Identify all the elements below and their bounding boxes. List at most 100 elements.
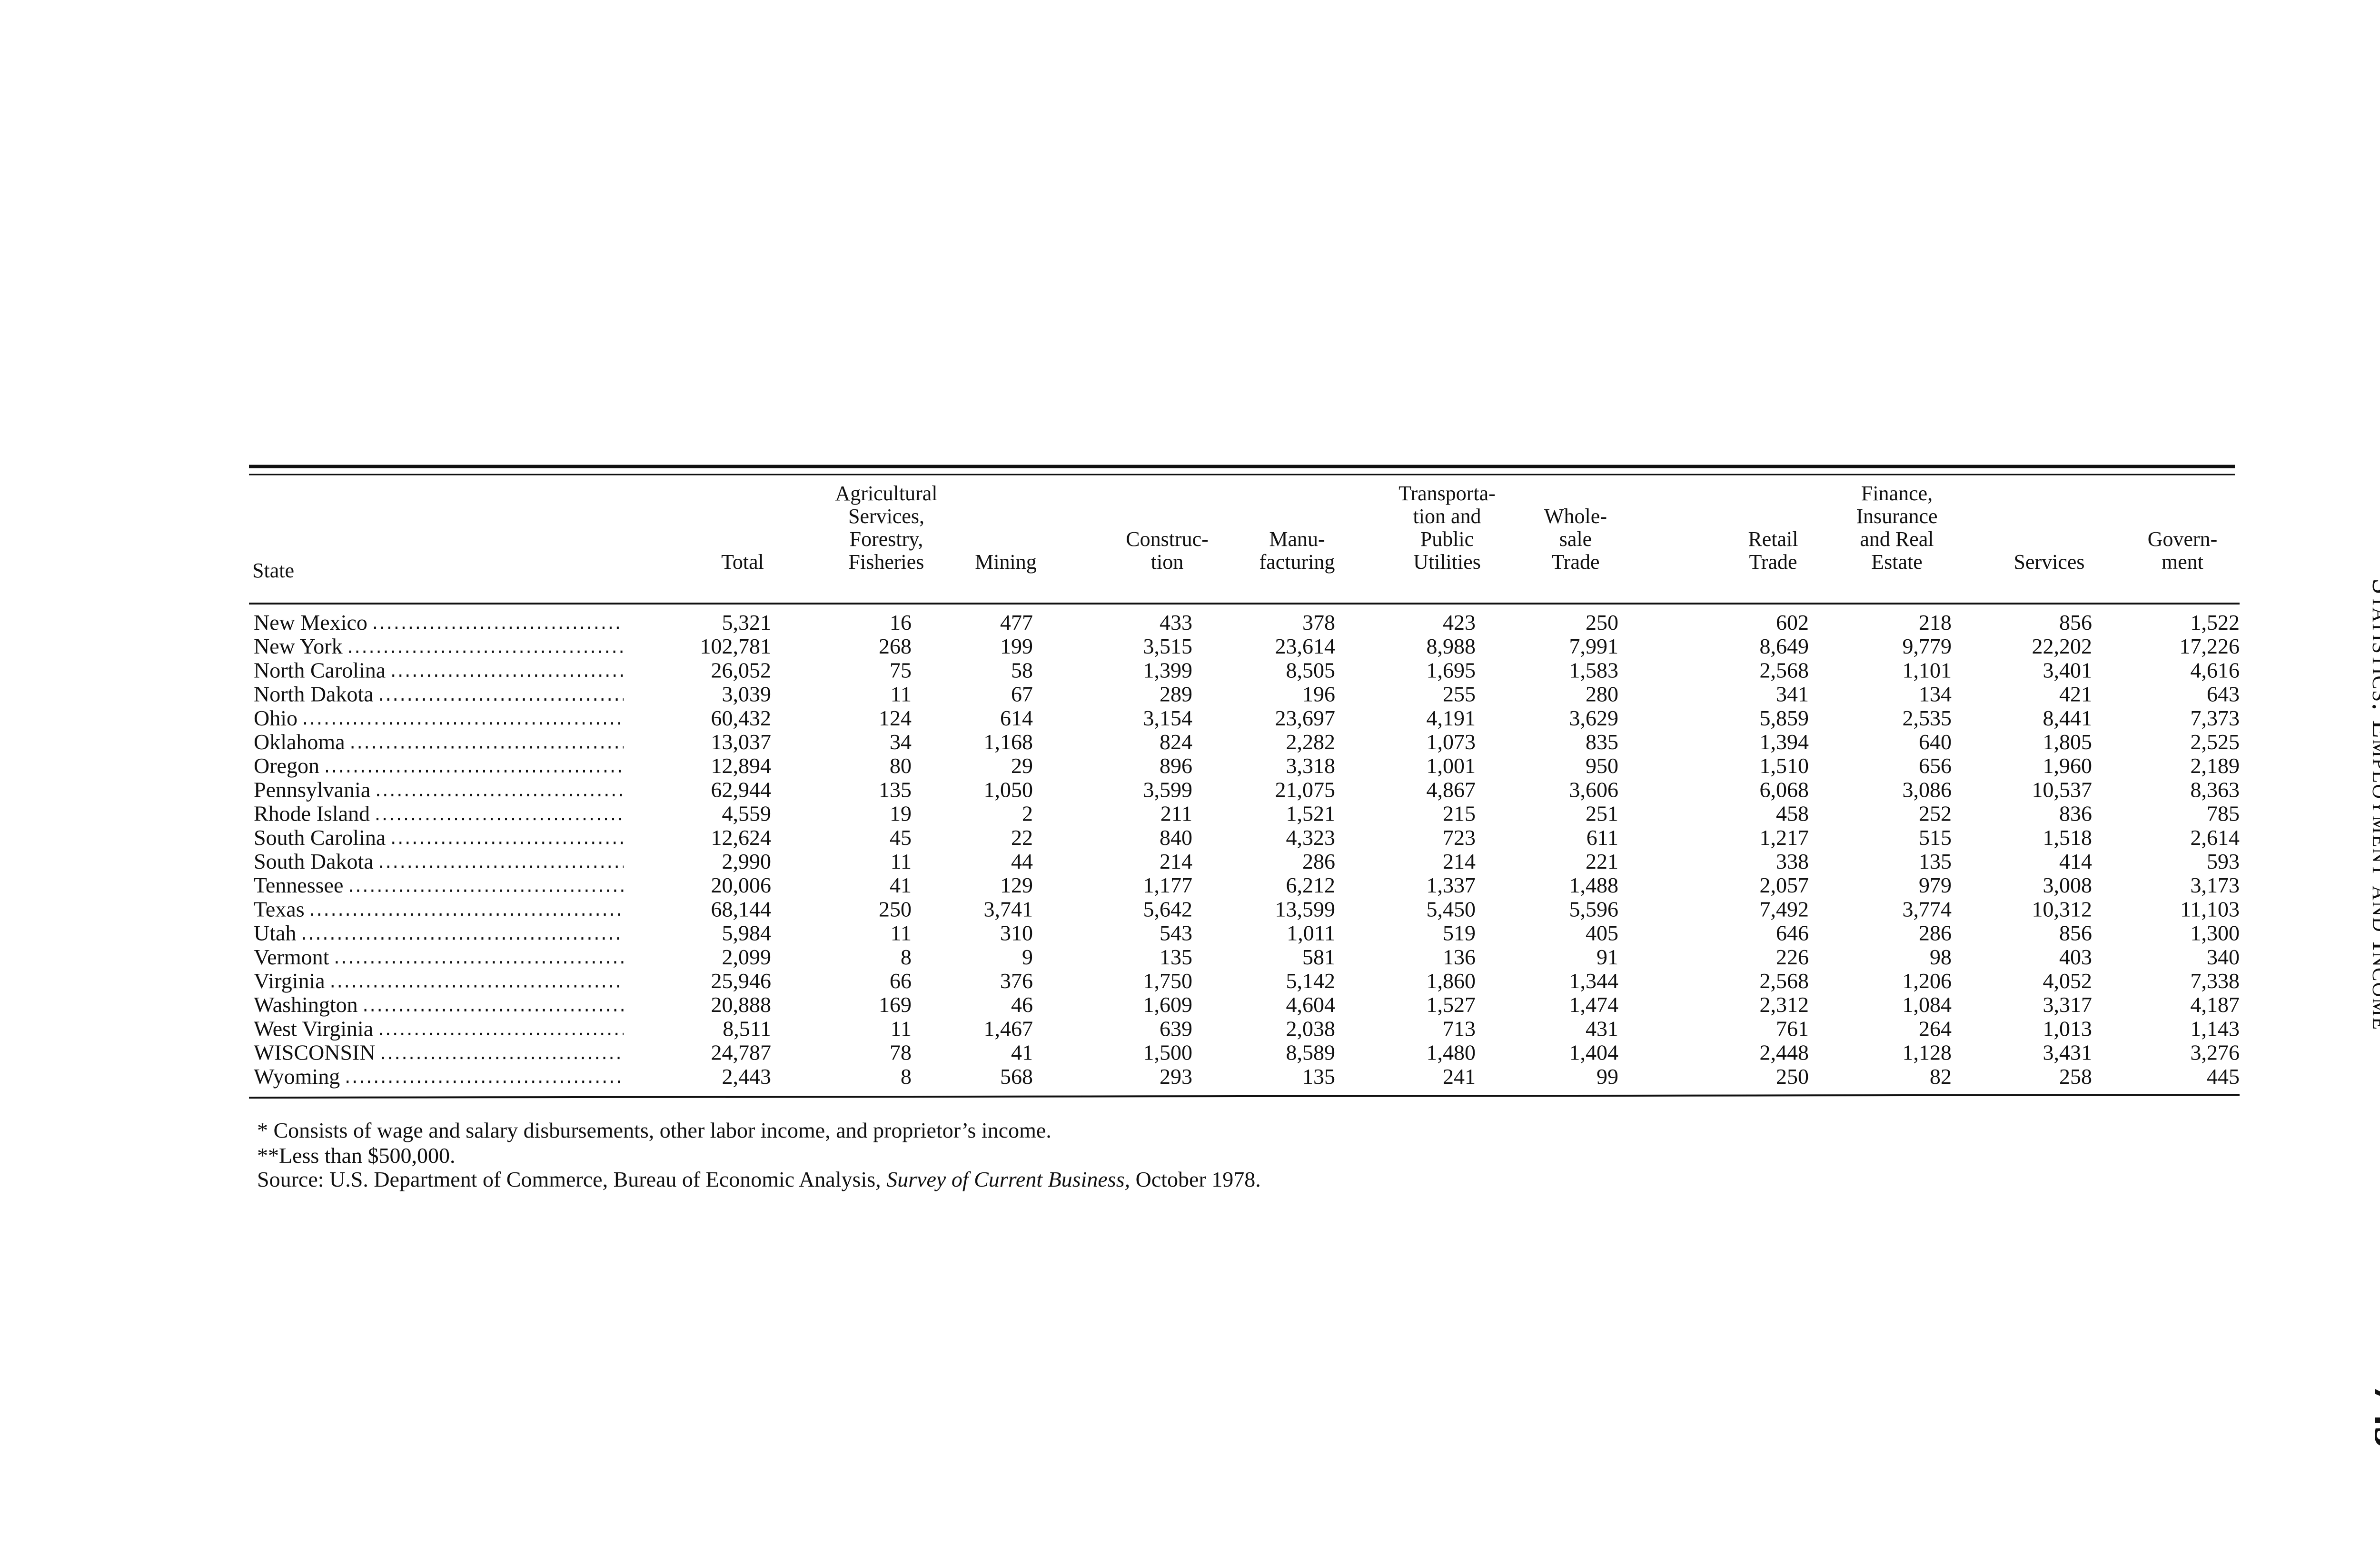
table-cell: 23,614 xyxy=(1275,634,1336,658)
table-cell: 250 xyxy=(1586,610,1618,634)
state-name: Utah xyxy=(254,921,296,945)
table-cell: 1,394 xyxy=(1760,730,1809,754)
table-cell: 1,217 xyxy=(1760,825,1809,850)
column-header: Manu- xyxy=(1269,527,1325,551)
table-cell: 3,318 xyxy=(1286,753,1336,778)
table-cell: 1,013 xyxy=(2043,1016,2092,1041)
table-cell: 135 xyxy=(1160,945,1192,969)
table-cell: 2,312 xyxy=(1760,992,1809,1017)
table-cell: 1,522 xyxy=(2191,610,2240,634)
column-header: Forestry, xyxy=(850,527,923,551)
source-prefix: Source: U.S. Department of Commerce, Bur… xyxy=(257,1167,886,1191)
table-cell: 250 xyxy=(1776,1064,1809,1089)
table-cell: 19 xyxy=(890,802,912,826)
table-cell: 376 xyxy=(1000,969,1033,993)
table-cell: 519 xyxy=(1443,921,1476,945)
table-cell: 840 xyxy=(1160,825,1192,850)
table-cell: 856 xyxy=(2059,610,2092,634)
state-name: Tennessee xyxy=(254,873,343,897)
footnote: **Less than $500,000. xyxy=(257,1143,456,1168)
column-header: ment xyxy=(2162,550,2203,574)
table-cell: 215 xyxy=(1443,802,1476,826)
source-suffix: October 1978. xyxy=(1130,1167,1261,1191)
table-cell: 8 xyxy=(901,945,912,969)
table-cell: 8 xyxy=(901,1064,912,1089)
table-cell: 2,282 xyxy=(1286,730,1336,754)
table-cell: 2,990 xyxy=(722,849,772,873)
table-cell: 614 xyxy=(1000,706,1033,730)
table-cell: 135 xyxy=(1302,1064,1335,1089)
table-cell: 11 xyxy=(891,921,912,945)
table-cell: 5,642 xyxy=(1143,897,1193,921)
table-cell: 4,052 xyxy=(2043,969,2092,993)
table-cell: 1,527 xyxy=(1427,992,1476,1017)
table-cell: 1,128 xyxy=(1903,1041,1952,1065)
table-cell: 593 xyxy=(2207,849,2240,873)
table-cell: 12,624 xyxy=(711,825,772,850)
table-cell: 1,344 xyxy=(1569,969,1619,993)
table-cell: 431 xyxy=(1586,1016,1618,1041)
table-cell: 214 xyxy=(1160,849,1192,873)
table-cell: 515 xyxy=(1919,825,1952,850)
state-name: Virginia xyxy=(254,969,325,993)
table-cell: 836 xyxy=(2059,802,2092,826)
table-cell: 1,510 xyxy=(1760,753,1809,778)
table-cell: 135 xyxy=(1919,849,1952,873)
table-cell: 1,750 xyxy=(1143,969,1193,993)
table-cell: 2,443 xyxy=(722,1064,772,1089)
table-cell: 4,604 xyxy=(1286,992,1336,1017)
table-cell: 3,276 xyxy=(2191,1041,2240,1065)
state-name: Oklahoma xyxy=(254,730,345,754)
table-cell: 458 xyxy=(1776,802,1809,826)
table-cell: 405 xyxy=(1586,921,1618,945)
page-number: 745 xyxy=(2366,1385,2380,1447)
table-cell: 4,323 xyxy=(1286,825,1336,850)
column-header: State xyxy=(252,559,294,582)
table-cell: 950 xyxy=(1586,753,1618,778)
table-cell: 3,741 xyxy=(984,897,1033,921)
table-cell: 3,431 xyxy=(2043,1041,2092,1065)
table-cell: 251 xyxy=(1586,802,1618,826)
table-cell: 640 xyxy=(1919,730,1952,754)
table-cell: 3,154 xyxy=(1143,706,1193,730)
table-cell: 91 xyxy=(1597,945,1618,969)
footnote: * Consists of wage and salary disburseme… xyxy=(257,1118,1051,1142)
table-cell: 8,649 xyxy=(1760,634,1809,658)
table-cell: 1,488 xyxy=(1569,873,1619,897)
table-cell: 639 xyxy=(1160,1016,1192,1041)
table-cell: 11 xyxy=(891,1016,912,1041)
state-name: Vermont xyxy=(254,945,329,969)
table-cell: 20,888 xyxy=(711,992,772,1017)
table-cell: 5,984 xyxy=(722,921,772,945)
table-cell: 58 xyxy=(1011,658,1033,682)
state-name: Pennsylvania xyxy=(254,777,370,802)
table-cell: 1,500 xyxy=(1143,1041,1193,1065)
table-cell: 979 xyxy=(1919,873,1952,897)
table-cell: 78 xyxy=(890,1041,912,1065)
table-cell: 3,173 xyxy=(2191,873,2240,897)
table-cell: 8,505 xyxy=(1286,658,1336,682)
state-name: WISCONSIN xyxy=(254,1041,376,1065)
state-name: Texas xyxy=(254,897,305,921)
column-header: Utilities xyxy=(1413,550,1481,574)
table-cell: 1,860 xyxy=(1427,969,1476,993)
column-header: and Real xyxy=(1860,527,1934,551)
table-cell: 5,859 xyxy=(1760,706,1809,730)
column-header: Mining xyxy=(975,550,1037,574)
table-cell: 1,480 xyxy=(1427,1041,1476,1065)
state-name: Rhode Island xyxy=(254,802,370,826)
table-cell: 1,050 xyxy=(984,777,1033,802)
table-cell: 1,609 xyxy=(1143,992,1193,1017)
table-cell: 2 xyxy=(1022,802,1033,826)
table-cell: 1,695 xyxy=(1427,658,1476,682)
column-header: Construc- xyxy=(1126,527,1209,551)
column-header: Transporta- xyxy=(1398,482,1496,505)
state-name: South Carolina xyxy=(254,825,386,850)
table-cell: 129 xyxy=(1000,873,1033,897)
table-cell: 1,960 xyxy=(2043,753,2092,778)
table-cell: 543 xyxy=(1160,921,1192,945)
table-cell: 1,467 xyxy=(984,1016,1033,1041)
column-header: Total xyxy=(721,550,764,574)
table-cell: 169 xyxy=(879,992,912,1017)
table-cell: 1,337 xyxy=(1427,873,1476,897)
